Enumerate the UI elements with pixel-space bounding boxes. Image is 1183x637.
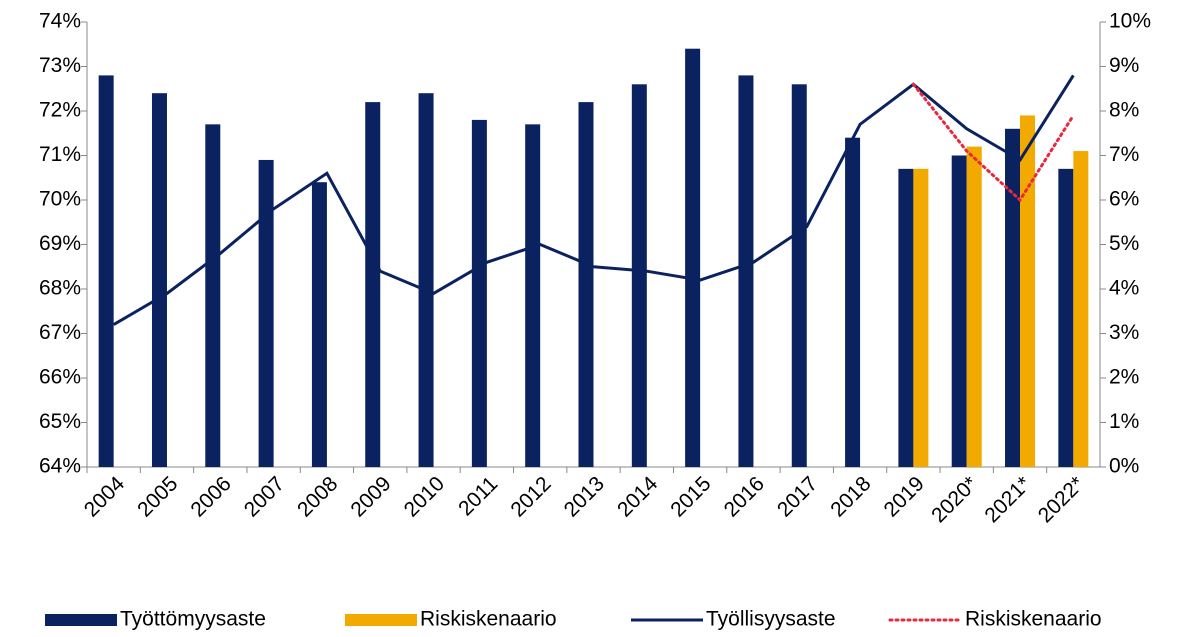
x-tick-label: 2017 [773,472,822,521]
y-tick-label: 70% [39,188,81,211]
bar [845,137,861,467]
bar [1073,151,1089,468]
bar [1058,168,1074,467]
bar [898,168,914,467]
x-tick-label: 2009 [346,472,395,521]
x-tick-label: 2018 [826,472,875,521]
y-tick-label: 73% [39,54,81,77]
bar [365,102,381,467]
bar [791,84,807,468]
legend-label: Työttömyysaste [120,608,266,631]
bar [1005,128,1021,468]
y2-tick-label: 10% [1109,10,1151,33]
bar [1020,115,1036,467]
bar [525,124,541,467]
y2-tick-label: 0% [1109,455,1139,478]
x-tick-label: 2008 [293,472,342,521]
y2-tick-label: 6% [1109,188,1139,211]
bar [311,182,327,467]
y-tick-label: 67% [39,321,81,344]
bar [913,168,929,467]
x-tick-label: 2006 [186,472,235,521]
x-tick-label: 2022* [1034,472,1089,527]
y2-tick-label: 9% [1109,54,1139,77]
y-tick-label: 68% [39,277,81,300]
y2-tick-label: 2% [1109,366,1139,389]
x-tick-label: 2013 [560,472,609,521]
bar [98,75,114,468]
y2-tick-label: 3% [1109,321,1139,344]
bar [151,93,167,467]
x-tick-label: 2012 [506,472,555,521]
bar [418,93,434,467]
x-tick-label: 2021* [980,472,1035,527]
dotted-line [911,82,1075,203]
bar [471,119,487,468]
bar [631,84,647,468]
x-tick-label: 2019 [880,472,929,521]
legend-label: Riskiskenaario [420,608,557,631]
y2-tick-label: 5% [1109,232,1139,255]
legend-swatch [345,614,417,626]
x-tick-label: 2011 [454,472,502,520]
y-tick-label: 69% [39,232,81,255]
y-tick-label: 72% [39,99,81,122]
y-tick-label: 71% [39,143,81,166]
y2-tick-label: 8% [1109,99,1139,122]
bar [205,124,221,467]
y-tick-label: 74% [39,10,81,33]
y2-tick-label: 1% [1109,410,1139,433]
bar [738,75,754,468]
y-tick-label: 66% [39,366,81,389]
x-tick-label: 2005 [133,472,182,521]
y-tick-label: 64% [39,455,81,478]
legend-swatch [45,614,117,626]
x-tick-label: 2020* [927,472,982,527]
x-tick-label: 2016 [720,472,769,521]
y2-tick-label: 4% [1109,277,1139,300]
y-tick-label: 65% [39,410,81,433]
x-tick-label: 2010 [400,472,449,521]
x-tick-label: 2015 [666,472,715,521]
bar [258,159,274,467]
bar [685,48,701,467]
y2-tick-label: 7% [1109,143,1139,166]
legend-label: Riskiskenaario [965,608,1102,631]
x-tick-label: 2007 [240,472,289,521]
x-tick-label: 2014 [613,472,663,522]
legend-label: Työllisyysaste [706,608,836,631]
bar [578,102,594,467]
bar [951,155,967,467]
x-tick-label: 2004 [80,472,130,522]
bar [966,146,982,467]
